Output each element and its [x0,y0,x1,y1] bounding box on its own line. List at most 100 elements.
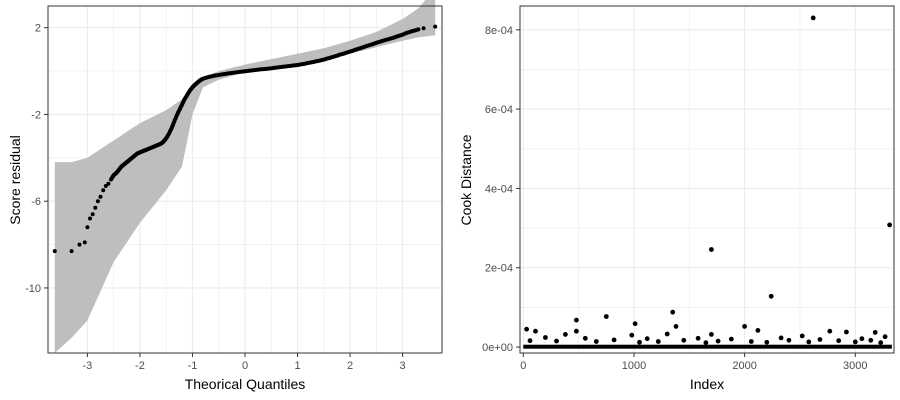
cook-point [593,339,599,344]
cook-y-axis-title: Cook Distance [458,134,474,225]
y-tick-label: -10 [25,283,41,295]
x-tick-label: 2000 [732,360,756,372]
cook-point [695,335,701,341]
qq-point [90,212,95,217]
qq-points [52,24,438,254]
cook-x-axis-title: Index [690,376,724,392]
cook-point [768,293,774,299]
qq-x-ticks: -3 -2 -1 0 1 2 3 [83,353,406,372]
x-tick-label: 3000 [843,360,867,372]
cook-point [728,336,734,342]
cook-point [709,247,714,252]
qq-point [95,199,100,204]
cook-point [664,331,670,337]
cook-point [827,328,833,334]
qq-x-axis-title: Theorical Quantiles [185,376,306,392]
cook-point [603,314,609,319]
x-tick-label: 1 [294,360,300,372]
y-tick-label: 0e+00 [482,342,513,354]
cook-point [709,332,714,337]
x-tick-label: -2 [135,360,145,372]
x-tick-label: 0 [520,360,526,372]
cook-point [817,337,823,342]
cook-x-ticks: 0 1000 2000 3000 [520,353,868,372]
cook-point [748,339,754,344]
cook-point [629,332,635,338]
cook-point [632,321,638,327]
cook-point [673,324,679,329]
cook-point [852,339,858,345]
qq-point [416,27,421,32]
y-tick-label: 2 [35,23,41,35]
cook-baseline-band [523,344,892,349]
cook-point [755,328,761,333]
cook-point [786,337,792,343]
x-tick-label: 0 [242,360,248,372]
qq-point [82,240,87,245]
y-tick-label: 8e-04 [485,25,513,37]
cook-point [554,338,559,344]
cook-point [527,338,533,344]
cook-baseline-points [523,344,892,349]
cook-point [872,330,878,335]
qq-plot-panel: -3 -2 -1 0 1 2 3 2-2-6-10 Theorical Quantiles … [7,0,443,392]
cook-point [799,333,805,339]
x-tick-label: 1000 [622,360,646,372]
x-tick-label: 3 [400,360,406,372]
qq-y-axis-title: Score residual [7,135,23,225]
qq-point [106,181,111,186]
cook-point [574,328,579,334]
y-tick-label: 6e-04 [485,104,513,116]
cook-point [715,338,721,344]
cook-point [703,340,709,346]
cook-point [764,339,770,345]
x-tick-label: -1 [188,360,198,372]
cook-point [524,326,529,332]
y-tick-label: -6 [31,196,41,208]
qq-point [433,24,438,29]
qq-point [69,249,74,254]
cook-plot-background [520,6,894,353]
cook-point [681,337,687,343]
cook-point [582,335,588,341]
qq-point [421,26,426,31]
qq-point [101,188,106,193]
x-tick-label: 2 [347,360,353,372]
qq-point [77,242,82,247]
cook-plot-border [519,5,895,354]
qq-y-ticks: 2 -2 -6 -10 [25,23,48,295]
cook-point [844,329,849,335]
cook-point [574,317,579,323]
cook-point [670,309,676,315]
cook-point [611,337,617,343]
cook-point [655,339,661,344]
qq-point [98,194,103,199]
cook-point [563,332,568,337]
cook-distance-panel: 0 1000 2000 3000 0e+002e-044e-046e-048e-04 … [458,5,895,392]
cook-point [868,337,874,343]
qq-point [52,249,57,254]
cook-point [644,336,650,342]
cook-point [543,335,548,340]
cook-y-ticks: 0e+00 2e-04 4e-04 6e-04 8e-04 [482,25,520,354]
cook-point [810,15,816,21]
cook-point [836,338,842,344]
cook-point [878,340,884,346]
cook-point [533,328,538,334]
cook-point [882,334,888,340]
cook-point [742,324,747,329]
cook-point [859,336,865,342]
cook-point [806,339,812,345]
y-tick-label: 2e-04 [485,263,513,275]
qq-point [88,216,92,221]
x-tick-label: -3 [83,360,93,372]
cook-point [637,339,642,345]
cook-point [887,222,892,228]
y-tick-label: 4e-04 [485,183,513,195]
cook-points [524,15,892,346]
cook-point [778,335,784,341]
qq-point [93,205,98,210]
y-tick-label: -2 [31,109,41,121]
qq-point [85,225,90,230]
